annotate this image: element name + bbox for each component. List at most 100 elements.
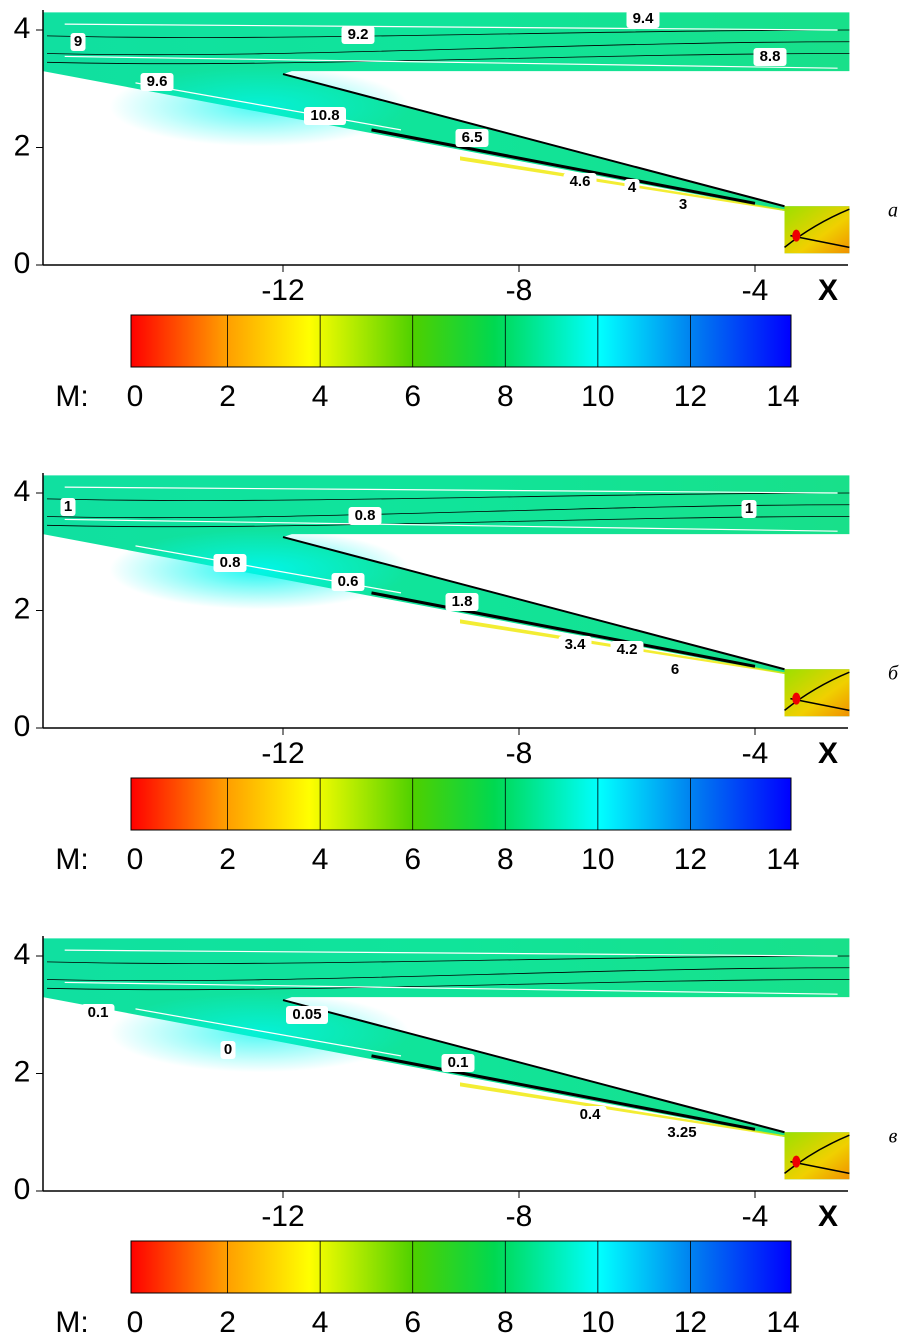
base-lines	[784, 1134, 850, 1175]
contour-line	[371, 1054, 756, 1131]
contour-label: 1	[745, 500, 753, 517]
colorbar-tick-label: 10	[581, 843, 614, 876]
contour-label: 0.1	[448, 1054, 469, 1071]
contour-label: 0.05	[292, 1006, 321, 1023]
x-tick-label: -12	[261, 737, 304, 770]
x-tick-label: -8	[506, 274, 533, 307]
y-tick-label: 0	[14, 710, 31, 743]
contour-label-box	[563, 173, 597, 191]
contour-label-box	[331, 573, 365, 591]
contour-label-box	[741, 500, 757, 518]
colorbar-tick-label: 4	[312, 843, 329, 876]
contour-label-box	[661, 1124, 703, 1142]
contour-label-box	[286, 1006, 328, 1024]
contour-line	[282, 999, 785, 1134]
contour-line	[46, 516, 850, 528]
base-region	[784, 669, 850, 717]
contour-label-box	[753, 48, 787, 66]
colorbar-tick-label: 4	[312, 380, 329, 413]
contour-label-box	[573, 1106, 607, 1124]
y-tick-label: 0	[14, 247, 31, 280]
colorbar-tick-label: 14	[766, 380, 799, 413]
streamline	[135, 82, 402, 131]
contour-line	[46, 29, 850, 38]
contour-label: 0.1	[88, 1004, 109, 1021]
contour-label-box	[81, 1004, 115, 1022]
contour-line	[46, 955, 850, 964]
contour-label: 1	[64, 498, 72, 515]
colorbar	[130, 1240, 792, 1294]
contour-label: 0.8	[220, 554, 241, 571]
streamline	[64, 55, 838, 69]
contour-line	[46, 967, 850, 982]
colorbar-tick-label: 8	[497, 380, 514, 413]
colorbar-tick-label: 6	[404, 843, 421, 876]
colorbar-tick-label: 10	[581, 1306, 614, 1338]
contour-label: 6.5	[462, 129, 483, 146]
colorbar-title: M:	[55, 843, 88, 876]
contour-line	[46, 53, 850, 65]
contour-line	[46, 41, 850, 56]
colorbar-tick-label: 2	[219, 380, 236, 413]
base-lines	[784, 208, 850, 249]
contour-label-box	[445, 593, 479, 611]
base-region	[784, 1132, 850, 1180]
colorbar-tick-label: 14	[766, 1306, 799, 1338]
vortex	[792, 229, 801, 242]
contour-label: 9.6	[147, 73, 168, 90]
contour-label: 0	[224, 1041, 232, 1058]
contour-label: 9	[74, 33, 82, 50]
x-tick-label: -12	[261, 1200, 304, 1233]
vortex	[792, 1155, 801, 1168]
contour-label-box	[348, 507, 382, 525]
streamline	[64, 981, 838, 995]
contour-label: 9.2	[348, 26, 369, 43]
contour-label-box	[341, 26, 375, 44]
streamline	[64, 486, 838, 494]
contour-line	[371, 591, 756, 668]
colorbar-tick-label: 4	[312, 1306, 329, 1338]
panel-label: б	[888, 663, 899, 685]
high-mach-zone	[109, 992, 410, 1073]
contour-line	[282, 536, 785, 671]
x-tick-label: -4	[742, 737, 769, 770]
x-tick-label: -4	[742, 1200, 769, 1233]
panel: 0 2 4 -12 -8 -4 X 1 0.8 1 0.8 0.6 1.8 3.4 4.2 6 б M: 0 2 4 6 8…	[14, 473, 899, 876]
colorbar	[130, 777, 792, 831]
panel-label: в	[889, 1126, 898, 1148]
streamline	[64, 518, 838, 532]
colorbar-tick-label: 2	[219, 1306, 236, 1338]
y-tick-label: 2	[14, 129, 31, 162]
contour-line	[282, 73, 785, 208]
contour-line	[371, 128, 756, 205]
contour-label-box	[558, 636, 592, 654]
vortex	[792, 692, 801, 705]
y-tick-label: 4	[14, 938, 31, 971]
colorbar-tick-label: 2	[219, 843, 236, 876]
contour-line	[46, 979, 850, 991]
y-tick-label: 2	[14, 592, 31, 625]
panel-label: a	[888, 200, 898, 222]
colorbar-tick-label: 14	[766, 843, 799, 876]
colorbar-tick-label: 12	[674, 380, 707, 413]
contour-label-box	[70, 33, 86, 51]
x-axis-label: X	[818, 737, 838, 770]
contour-label-box	[455, 129, 489, 147]
high-mach-zone	[109, 66, 410, 147]
x-tick-label: -12	[261, 274, 304, 307]
colorbar-title: M:	[55, 1306, 88, 1338]
channel-shock	[460, 1082, 785, 1137]
colorbar-tick-label: 6	[404, 1306, 421, 1338]
contour-label: 0.8	[355, 507, 376, 524]
base-region	[784, 206, 850, 254]
streamline	[64, 23, 838, 31]
contour-line	[46, 492, 850, 501]
contour-label-box	[675, 196, 691, 214]
contour-label: 4.6	[570, 173, 591, 190]
base-lines	[784, 671, 850, 712]
x-axis-label: X	[818, 274, 838, 307]
panel: 0 2 4 -12 -8 -4 X 9 9.2 9.4 8.8 9.6 10.8 6.5 4.6 4 3 a M: 0…	[14, 10, 898, 413]
colorbar-tick-label: 0	[127, 843, 144, 876]
y-tick-label: 0	[14, 1173, 31, 1206]
